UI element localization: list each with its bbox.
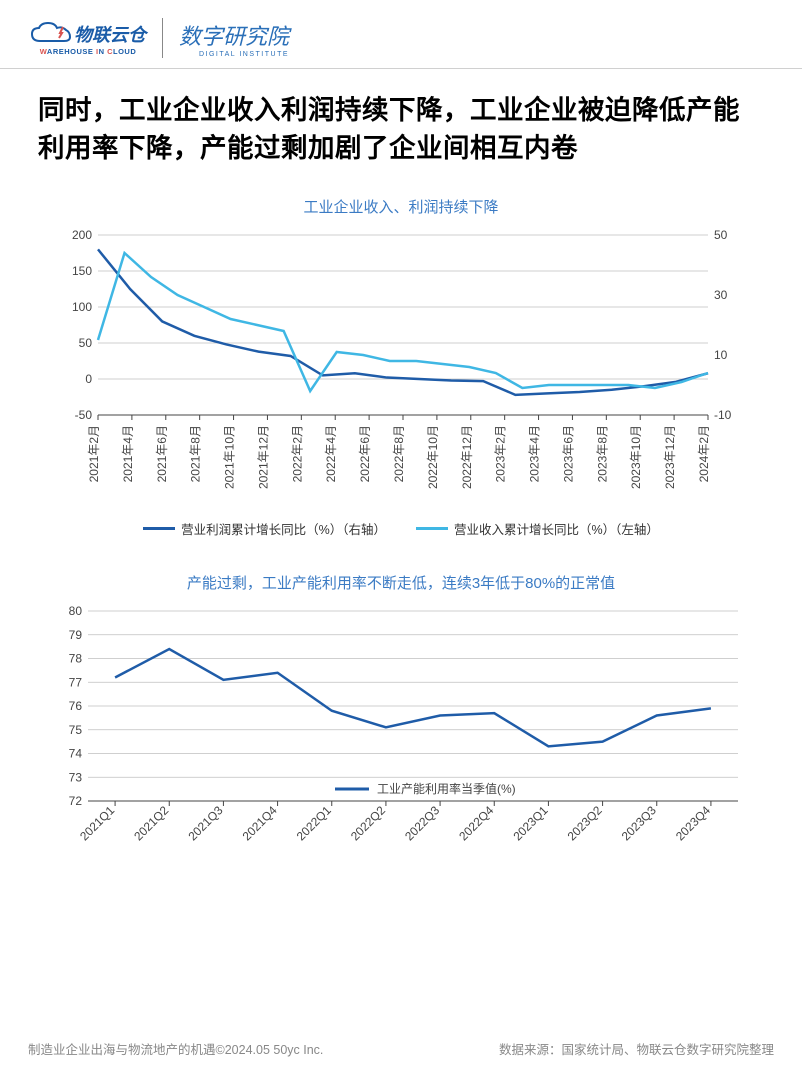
svg-text:2023Q4: 2023Q4 xyxy=(673,803,713,843)
svg-text:2024年2月: 2024年2月 xyxy=(697,425,711,482)
svg-text:78: 78 xyxy=(69,651,83,665)
svg-text:-10: -10 xyxy=(714,408,732,422)
svg-text:2021年6月: 2021年6月 xyxy=(155,425,169,482)
chart1-title: 工业企业收入、利润持续下降 xyxy=(38,196,764,217)
legend-label: 营业收入累计增长同比（%）（左轴） xyxy=(454,519,659,538)
svg-text:50: 50 xyxy=(79,336,93,350)
logo2-cn-text: 数字研究院 xyxy=(179,19,289,51)
legend-label: 营业利润累计增长同比（%）（右轴） xyxy=(181,519,386,538)
logo-digital-institute: 数字研究院 DIGITAL INSTITUTE xyxy=(179,19,289,58)
svg-text:2021年10月: 2021年10月 xyxy=(223,425,237,489)
svg-text:2023年6月: 2023年6月 xyxy=(561,425,575,482)
svg-text:2023Q1: 2023Q1 xyxy=(510,803,550,843)
svg-text:2023年4月: 2023年4月 xyxy=(528,425,542,482)
page-title: 同时，工业企业收入利润持续下降，工业企业被迫降低产能利用率下降，产能过剩加剧了企… xyxy=(38,91,764,168)
svg-text:2021年12月: 2021年12月 xyxy=(256,425,270,489)
chart2-svg: 72 73 74 75 76 77 78 79 80 2021Q1 2021Q2 2021Q3 2021… xyxy=(38,601,758,881)
svg-text:2021年8月: 2021年8月 xyxy=(189,425,203,482)
svg-text:10: 10 xyxy=(714,348,728,362)
footer: 制造业企业出海与物流地产的机遇©2024.05 50yc Inc. 数据来源：国… xyxy=(0,1039,802,1058)
chart2-title: 产能过剩，工业产能利用率不断走低，连续3年低于80%的正常值 xyxy=(38,572,764,593)
legend-item: 营业利润累计增长同比（%）（右轴） xyxy=(143,519,386,538)
legend-item: 营业收入累计增长同比（%）（左轴） xyxy=(416,519,659,538)
svg-text:2022年2月: 2022年2月 xyxy=(290,425,304,482)
header: 物联云仓 WAREHOUSE IN CLOUD 数字研究院 DIGITAL IN… xyxy=(0,0,802,69)
svg-text:73: 73 xyxy=(69,770,83,784)
svg-text:77: 77 xyxy=(69,675,83,689)
svg-text:2022年8月: 2022年8月 xyxy=(392,425,406,482)
svg-text:2021Q4: 2021Q4 xyxy=(240,803,280,843)
svg-text:2021年2月: 2021年2月 xyxy=(87,425,101,482)
chart2-section: 产能过剩，工业产能利用率不断走低，连续3年低于80%的正常值 727374757… xyxy=(38,572,764,881)
svg-text:2021Q1: 2021Q1 xyxy=(77,803,117,843)
logo1-cn-text: 物联云仓 xyxy=(74,21,146,47)
svg-text:2023年12月: 2023年12月 xyxy=(663,425,677,489)
legend-swatch xyxy=(416,527,448,530)
svg-text:76: 76 xyxy=(69,699,83,713)
svg-text:150: 150 xyxy=(72,264,92,278)
svg-text:72: 72 xyxy=(69,794,83,808)
svg-text:75: 75 xyxy=(69,723,83,737)
svg-text:2022年4月: 2022年4月 xyxy=(324,425,338,482)
svg-text:80: 80 xyxy=(69,604,83,618)
svg-text:2023年8月: 2023年8月 xyxy=(595,425,609,482)
svg-text:2021年4月: 2021年4月 xyxy=(121,425,135,482)
svg-text:2023Q2: 2023Q2 xyxy=(565,803,605,843)
cloud-icon xyxy=(30,21,72,47)
svg-text:79: 79 xyxy=(69,628,83,642)
svg-text:30: 30 xyxy=(714,288,728,302)
chart1-svg: -50 0 50 100 150 200 -10 10 30 50 2021年2月 2021年4月 20… xyxy=(38,225,758,513)
svg-text:2022Q4: 2022Q4 xyxy=(456,803,496,843)
svg-text:-50: -50 xyxy=(75,408,93,422)
svg-text:0: 0 xyxy=(85,372,92,386)
svg-text:2021Q3: 2021Q3 xyxy=(185,803,225,843)
svg-text:工业产能利用率当季值(%): 工业产能利用率当季值(%) xyxy=(377,781,516,796)
svg-text:200: 200 xyxy=(72,228,92,242)
footer-left: 制造业企业出海与物流地产的机遇©2024.05 50yc Inc. xyxy=(28,1039,323,1058)
main-content: 同时，工业企业收入利润持续下降，工业企业被迫降低产能利用率下降，产能过剩加剧了企… xyxy=(0,69,802,881)
logo-warehouse-in-cloud: 物联云仓 WAREHOUSE IN CLOUD xyxy=(30,21,146,56)
svg-text:2023Q3: 2023Q3 xyxy=(619,803,659,843)
svg-text:2022Q1: 2022Q1 xyxy=(294,803,334,843)
logo-divider xyxy=(162,18,163,58)
footer-right: 数据来源：国家统计局、物联云仓数字研究院整理 xyxy=(499,1039,774,1058)
svg-text:2022年6月: 2022年6月 xyxy=(358,425,372,482)
chart1-legend: 营业利润累计增长同比（%）（右轴） 营业收入累计增长同比（%）（左轴） xyxy=(38,519,764,538)
svg-text:2023年2月: 2023年2月 xyxy=(494,425,508,482)
svg-text:2022Q2: 2022Q2 xyxy=(348,803,388,843)
svg-text:2022Q3: 2022Q3 xyxy=(402,803,442,843)
svg-text:74: 74 xyxy=(69,746,83,760)
svg-text:2021Q2: 2021Q2 xyxy=(131,803,171,843)
svg-text:100: 100 xyxy=(72,300,92,314)
svg-text:2022年10月: 2022年10月 xyxy=(426,425,440,489)
legend-swatch xyxy=(143,527,175,530)
svg-text:2022年12月: 2022年12月 xyxy=(460,425,474,489)
svg-text:50: 50 xyxy=(714,228,728,242)
logo2-en-text: DIGITAL INSTITUTE xyxy=(179,51,289,58)
logo1-en-text: WAREHOUSE IN CLOUD xyxy=(40,47,137,56)
svg-text:2023年10月: 2023年10月 xyxy=(629,425,643,489)
chart1-section: 工业企业收入、利润持续下降 -50 0 50 100 150 200 -10 10 30 50 20… xyxy=(38,196,764,538)
